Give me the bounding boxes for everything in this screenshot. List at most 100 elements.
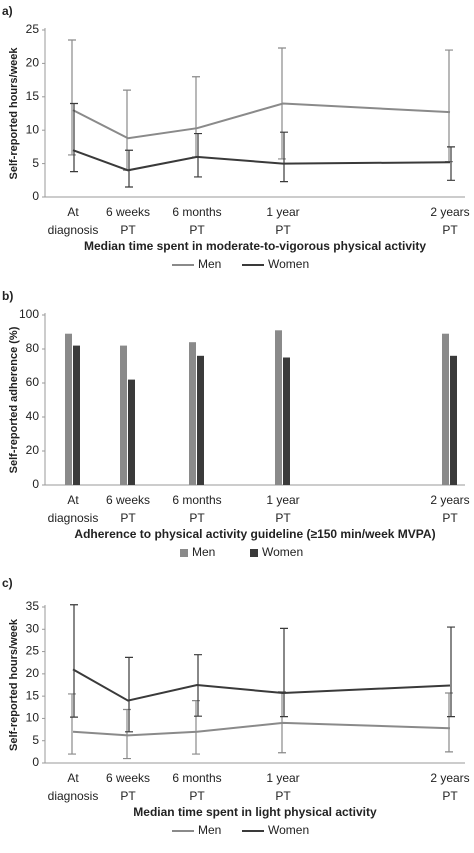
line	[72, 149, 451, 172]
error-bar	[278, 47, 286, 160]
x-axis-title: Median time spent in moderate-to-vigorou…	[84, 239, 426, 253]
y-tick-label: 10	[26, 711, 40, 725]
error-bar	[445, 692, 453, 753]
y-tick-label: 60	[26, 375, 40, 389]
x-tick-label: PT	[120, 789, 136, 803]
y-tick-label: 30	[26, 621, 40, 635]
y-axis-title: Self-reported hours/week	[8, 618, 20, 751]
error-bar	[125, 149, 133, 188]
bar	[283, 357, 290, 485]
bar	[197, 355, 204, 485]
x-tick-label: PT	[275, 511, 291, 525]
line	[72, 721, 451, 737]
bar	[65, 333, 72, 485]
y-axis-title: Self-reported hours/week	[8, 47, 20, 180]
legend-swatch	[250, 549, 258, 557]
x-tick-label: PT	[442, 789, 458, 803]
x-tick-label: PT	[442, 223, 458, 237]
bar	[442, 333, 449, 485]
y-tick-label: 0	[32, 755, 39, 769]
line	[72, 102, 451, 140]
legend-label: Men	[198, 823, 221, 837]
x-tick-label: 6 months	[172, 205, 221, 219]
x-tick-label: 6 weeks	[106, 771, 150, 785]
x-tick-label: PT	[120, 223, 136, 237]
x-tick-label: At	[67, 493, 79, 507]
x-tick-label: 2 years	[430, 493, 469, 507]
x-tick-label: 1 year	[266, 205, 299, 219]
y-tick-label: 100	[19, 307, 39, 321]
y-tick-label: 20	[26, 666, 40, 680]
y-tick-label: 25	[26, 22, 40, 36]
x-tick-label: PT	[442, 511, 458, 525]
error-bar	[280, 131, 288, 183]
error-bar	[123, 708, 131, 760]
y-tick-label: 25	[26, 644, 40, 658]
x-tick-label: diagnosis	[48, 223, 99, 237]
error-bar	[192, 76, 200, 158]
legend-swatch	[180, 549, 188, 557]
bar	[189, 342, 196, 485]
legend-label: Men	[192, 545, 215, 559]
panel-label: a)	[2, 4, 13, 18]
error-bar	[125, 656, 133, 733]
x-tick-label: 6 weeks	[106, 493, 150, 507]
x-tick-label: PT	[120, 511, 136, 525]
x-tick-label: diagnosis	[48, 789, 99, 803]
y-tick-label: 15	[26, 688, 40, 702]
x-tick-label: PT	[189, 223, 205, 237]
error-bar	[447, 626, 455, 718]
line	[72, 668, 451, 702]
y-tick-label: 10	[26, 122, 40, 136]
bar	[120, 345, 127, 485]
x-tick-label: PT	[275, 223, 291, 237]
x-tick-label: 2 years	[430, 771, 469, 785]
y-tick-label: 5	[32, 733, 39, 747]
legend-label: Women	[262, 545, 303, 559]
error-bar	[70, 604, 78, 718]
y-tick-label: 0	[32, 189, 39, 203]
x-tick-label: 6 months	[172, 493, 221, 507]
x-tick-label: 1 year	[266, 771, 299, 785]
x-tick-label: PT	[275, 789, 291, 803]
x-tick-label: At	[67, 205, 79, 219]
x-axis-title: Median time spent in light physical acti…	[133, 805, 377, 819]
x-tick-label: At	[67, 771, 79, 785]
legend-label: Men	[198, 257, 221, 271]
legend-label: Women	[268, 823, 309, 837]
bar	[450, 355, 457, 485]
bar	[73, 345, 80, 485]
x-tick-label: PT	[189, 789, 205, 803]
error-bar	[70, 102, 78, 173]
x-tick-label: 2 years	[430, 205, 469, 219]
error-bar	[68, 39, 76, 156]
y-tick-label: 15	[26, 89, 40, 103]
x-axis-title: Adherence to physical activity guideline…	[74, 527, 435, 541]
y-tick-label: 35	[26, 599, 40, 613]
panel-label: c)	[2, 576, 13, 590]
y-tick-label: 80	[26, 341, 40, 355]
bar	[128, 379, 135, 485]
bar	[275, 330, 282, 485]
error-bar	[123, 89, 131, 171]
y-tick-label: 40	[26, 409, 40, 423]
error-bar	[68, 693, 76, 755]
x-tick-label: PT	[189, 511, 205, 525]
error-bar	[192, 700, 200, 755]
legend-label: Women	[268, 257, 309, 271]
y-tick-label: 5	[32, 156, 39, 170]
x-tick-label: 6 weeks	[106, 205, 150, 219]
x-tick-label: 1 year	[266, 493, 299, 507]
panel-label: b)	[2, 289, 13, 303]
x-tick-label: diagnosis	[48, 511, 99, 525]
y-tick-label: 20	[26, 56, 40, 70]
y-tick-label: 0	[32, 477, 39, 491]
error-bar	[447, 146, 455, 181]
error-bar	[280, 627, 288, 718]
error-bar	[194, 132, 202, 178]
y-axis-title: Self-reported adherence (%)	[8, 326, 20, 473]
x-tick-label: 6 months	[172, 771, 221, 785]
y-tick-label: 20	[26, 443, 40, 457]
error-bar	[194, 654, 202, 717]
